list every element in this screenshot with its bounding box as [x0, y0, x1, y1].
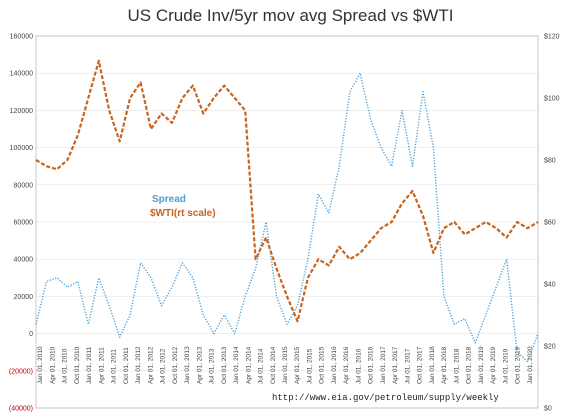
y-left-tick-label: 40000 — [14, 257, 34, 264]
y-right-tick-label: $80 — [544, 158, 556, 165]
y-left-tick-label: 0 — [29, 331, 33, 338]
y-left-tick-label: 160000 — [10, 34, 33, 41]
x-tick-label: Jul 01, 2017 — [404, 348, 411, 384]
x-tick-label: Oct 01, 2018 — [466, 346, 473, 384]
x-tick-label: Jul 01, 2013 — [209, 348, 216, 384]
x-tick-label: Jul 01, 2011 — [111, 349, 118, 384]
x-tick-label: Apr 01, 2010 — [49, 346, 56, 384]
y-right-tick-label: $0 — [544, 406, 552, 413]
x-tick-label: Jul 01, 2015 — [306, 348, 313, 384]
x-tick-label: Oct 01, 2016 — [368, 346, 375, 384]
x-tick-label: Jan 01, 2014 — [233, 346, 240, 384]
y-right-tick-label: $40 — [544, 282, 556, 289]
x-tick-label: Jan 01, 2020 — [527, 346, 534, 384]
x-tick-label: Oct 01, 2010 — [74, 346, 81, 384]
x-tick-label: Jan 01, 2015 — [282, 346, 289, 384]
chart-title: US Crude Inv/5yr mov avg Spread vs $WTI — [127, 6, 454, 25]
x-tick-label: Jul 01, 2012 — [160, 348, 167, 384]
x-tick-label: Jul 01, 2019 — [502, 348, 509, 384]
x-tick-label: Oct 01, 2011 — [123, 347, 130, 384]
y-left-tick-label: (20000) — [9, 368, 33, 375]
x-tick-label: Jan 01, 2017 — [380, 346, 387, 384]
x-tick-label: Jul 01, 2016 — [355, 348, 362, 384]
x-tick-label: Jan 01, 2018 — [429, 346, 436, 384]
y-left-tick-label: 140000 — [10, 71, 33, 78]
y-right-tick-label: $20 — [544, 344, 556, 351]
y-right-tick-label: $60 — [544, 220, 556, 227]
x-tick-label: Apr 01, 2016 — [343, 346, 350, 384]
series-line-wti — [35, 59, 539, 323]
y-left-tick-label: 20000 — [14, 294, 34, 301]
source-note: http://www.eia.gov/petroleum/supply/week… — [272, 393, 499, 403]
x-tick-label: Oct 01, 2019 — [515, 346, 522, 384]
x-tick-label: Oct 01, 2012 — [172, 346, 179, 384]
y-left-tick-label: 100000 — [10, 145, 33, 152]
series-line-spread — [35, 72, 539, 363]
x-tick-label: Apr 01, 2014 — [245, 346, 252, 384]
legend-spread: Spread — [152, 194, 186, 205]
y-left-tick-label: (40000) — [9, 406, 33, 413]
y-left-tick-label: 60000 — [14, 220, 34, 227]
x-tick-label: Apr 01, 2017 — [392, 346, 399, 384]
x-tick-label: Apr 01, 2015 — [294, 346, 301, 384]
x-tick-label: Jan 01, 2011 — [86, 347, 93, 384]
x-tick-label: Oct 01, 2014 — [270, 346, 277, 384]
x-tick-label: Apr 01, 2018 — [441, 346, 448, 384]
x-tick-label: Apr 01, 2013 — [196, 346, 203, 384]
x-tick-label: Oct 01, 2017 — [417, 346, 424, 384]
y-left-tick-label: 80000 — [14, 182, 34, 189]
y-right-tick-label: $120 — [544, 34, 560, 41]
legend-wti: $WTI(rt scale) — [150, 208, 216, 219]
x-tick-label: Jan 01, 2012 — [135, 346, 142, 384]
y-right-tick-label: $100 — [544, 96, 560, 103]
x-tick-label: Apr 01, 2012 — [147, 346, 154, 384]
x-tick-label: Jul 01, 2010 — [62, 348, 69, 384]
y-left-tick-label: 120000 — [10, 108, 33, 115]
x-tick-label: Jul 01, 2018 — [453, 348, 460, 384]
x-tick-label: Jan 01, 2019 — [478, 346, 485, 384]
x-tick-label: Jan 01, 2010 — [37, 346, 44, 384]
x-tick-label: Oct 01, 2015 — [319, 346, 326, 384]
x-tick-label: Jan 01, 2016 — [331, 346, 338, 384]
x-tick-label: Oct 01, 2013 — [221, 346, 228, 384]
x-tick-label: Jul 01, 2014 — [258, 348, 265, 384]
x-tick-label: Apr 01, 2011 — [98, 347, 105, 384]
x-tick-label: Jan 01, 2013 — [184, 346, 191, 384]
x-tick-label: Apr 01, 2019 — [490, 346, 497, 384]
